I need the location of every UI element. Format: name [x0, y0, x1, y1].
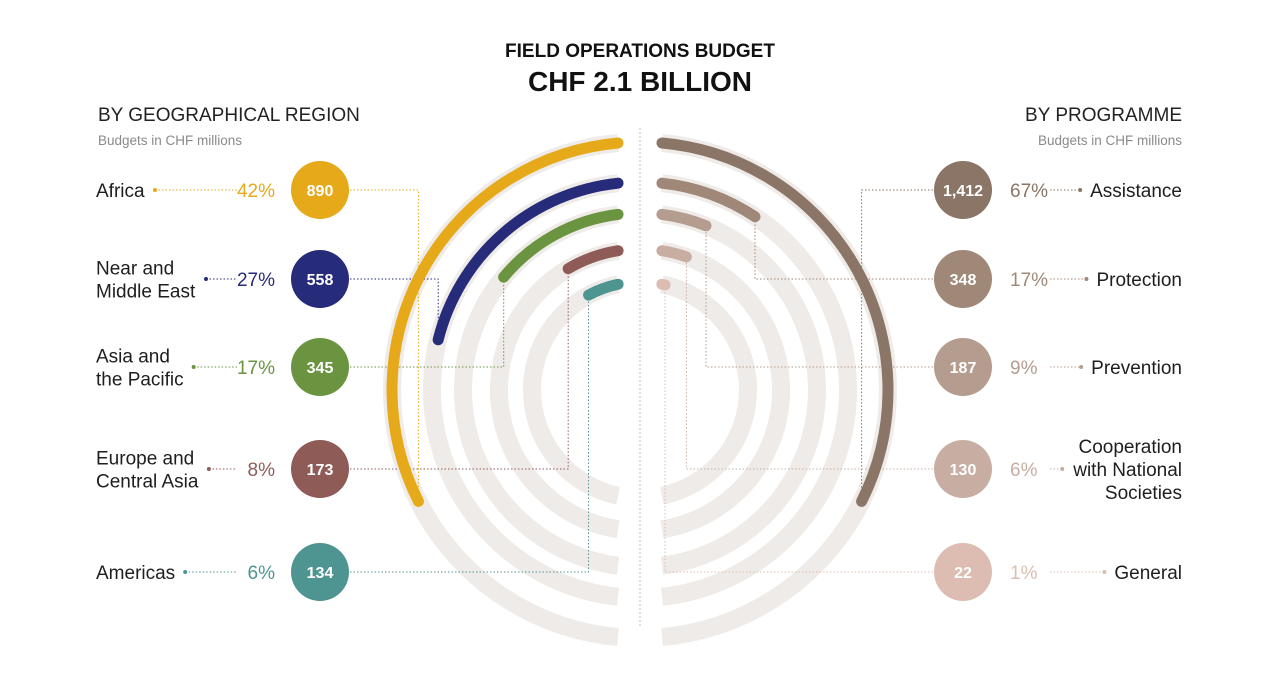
connector-lines — [350, 189, 933, 573]
leader-dot-programme-prevention — [1079, 365, 1084, 369]
percent-label-programme-cooperation-with-national-societies: 6% — [1010, 460, 1038, 481]
leader-dot-programme-general — [1102, 570, 1107, 574]
track-right-4 — [659, 275, 757, 505]
percent-label-region-near-and-middle-east: 27% — [237, 270, 275, 291]
bubble-programme-prevention — [934, 338, 992, 396]
value-label-programme-assistance: 1,412 — [943, 183, 983, 200]
connector-programme-assistance — [861, 189, 933, 502]
left-section-heading: BY GEOGRAPHICAL REGION — [98, 105, 360, 126]
track-left-4 — [523, 275, 621, 505]
category-label-line: Europe and — [96, 449, 194, 470]
value-label-region-near-and-middle-east: 558 — [307, 272, 334, 289]
value-label-programme-protection: 348 — [950, 272, 977, 289]
category-label-line: Central Asia — [96, 472, 199, 493]
category-label-line: Societies — [1105, 483, 1182, 504]
category-label-line: Asia and — [96, 347, 170, 368]
category-label-line: Protection — [1096, 270, 1182, 291]
chart-subtitle: CHF 2.1 BILLION — [528, 66, 752, 97]
percent-label-programme-general: 1% — [1010, 563, 1038, 584]
right-section-heading: BY PROGRAMME — [1025, 105, 1182, 126]
bubble-region-africa — [291, 161, 349, 219]
category-label-line: Africa — [96, 181, 145, 202]
percent-label-programme-assistance: 67% — [1010, 181, 1048, 202]
bubble-region-asia-and-the-pacific — [291, 338, 349, 396]
category-label-programme-prevention: Prevention — [1091, 358, 1182, 379]
connector-region-europe-and-central-asia — [350, 268, 569, 470]
value-label-region-asia-and-the-pacific: 345 — [307, 360, 334, 377]
leader-dot-programme-cooperation-with-national-societies — [1060, 467, 1065, 471]
bubble-programme-assistance — [934, 161, 992, 219]
category-label-region-asia-and-the-pacific: Asia and the Pacific — [96, 347, 184, 391]
category-label-region-near-and-middle-east: Near and Middle East — [96, 259, 196, 303]
track-left-3 — [490, 241, 620, 539]
percent-label-region-africa: 42% — [237, 181, 275, 202]
leader-dot-region-americas — [183, 570, 188, 574]
leader-dot-region-europe-and-central-asia — [206, 467, 211, 471]
value-label-programme-general: 22 — [954, 565, 972, 582]
category-label-line: Cooperation — [1078, 437, 1182, 458]
leader-dot-region-near-and-middle-east — [203, 277, 208, 281]
arc-region-africa — [386, 137, 624, 507]
arc-region-europe-and-central-asia — [562, 245, 624, 275]
arc-region-asia-and-the-pacific — [498, 208, 624, 283]
arc-region-near-and-middle-east — [432, 177, 624, 346]
value-label-programme-prevention: 187 — [950, 360, 977, 377]
track-right-2 — [660, 205, 826, 575]
track-right-3 — [660, 241, 790, 539]
percent-label-region-asia-and-the-pacific: 17% — [237, 358, 275, 379]
bubble-programme-protection — [934, 250, 992, 308]
category-labels: 890 42% Africa 558 27% Near and Middle East 345… — [96, 161, 1182, 601]
value-label-programme-cooperation-with-national-societies: 130 — [950, 462, 977, 479]
bubble-programme-cooperation-with-national-societies — [934, 440, 992, 498]
bubble-region-europe-and-central-asia — [291, 440, 349, 498]
arc-programme-cooperation-with-national-societies — [656, 245, 692, 263]
leader-dot-region-africa — [153, 188, 157, 192]
arc-programme-assistance — [656, 137, 894, 507]
value-label-region-africa: 890 — [307, 183, 334, 200]
connector-programme-general — [664, 284, 933, 573]
category-label-programme-assistance: Assistance — [1090, 181, 1182, 202]
category-label-line: General — [1114, 563, 1182, 584]
connector-region-asia-and-the-pacific — [350, 277, 505, 368]
arc-programme-prevention — [656, 208, 712, 232]
chart-title: FIELD OPERATIONS BUDGET — [505, 41, 775, 62]
category-label-region-americas: Americas — [96, 563, 175, 584]
leader-dot-programme-protection — [1084, 277, 1089, 281]
bubble-programme-general — [934, 543, 992, 601]
left-section-subheading: Budgets in CHF millions — [98, 133, 242, 148]
category-label-region-europe-and-central-asia: Europe and Central Asia — [96, 449, 199, 493]
arc-region-americas — [583, 278, 624, 301]
connector-region-americas — [350, 295, 589, 573]
category-label-line: the Pacific — [96, 370, 184, 391]
connector-region-near-and-middle-east — [350, 278, 439, 340]
category-label-region-africa: Africa — [96, 181, 145, 202]
value-arcs — [386, 137, 894, 507]
category-label-line: Middle East — [96, 282, 196, 303]
category-label-programme-cooperation-with-national-societies: Cooperation with National Societies — [1072, 437, 1182, 504]
bubble-region-near-and-middle-east — [291, 250, 349, 308]
percent-label-region-europe-and-central-asia: 8% — [248, 460, 276, 481]
category-label-line: Assistance — [1090, 181, 1182, 202]
arc-programme-general — [656, 278, 671, 291]
bubble-region-americas — [291, 543, 349, 601]
category-label-programme-general: General — [1114, 563, 1182, 584]
category-label-line: Near and — [96, 259, 174, 280]
arc-programme-protection — [656, 177, 761, 223]
category-label-line: Americas — [96, 563, 175, 584]
percent-label-region-americas: 6% — [248, 563, 276, 584]
category-label-line: Prevention — [1091, 358, 1182, 379]
value-label-region-americas: 134 — [307, 565, 334, 582]
right-section-subheading: Budgets in CHF millions — [1038, 133, 1182, 148]
percent-label-programme-prevention: 9% — [1010, 358, 1038, 379]
value-label-region-europe-and-central-asia: 173 — [307, 462, 334, 479]
leader-dot-programme-assistance — [1078, 188, 1083, 192]
category-label-line: with National — [1072, 460, 1182, 481]
category-label-programme-protection: Protection — [1096, 270, 1182, 291]
leader-dot-region-asia-and-the-pacific — [191, 365, 196, 369]
percent-label-programme-protection: 17% — [1010, 270, 1048, 291]
